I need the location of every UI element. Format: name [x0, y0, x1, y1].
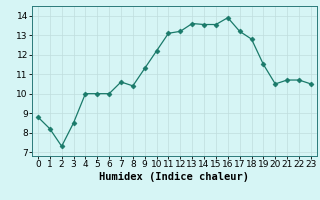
X-axis label: Humidex (Indice chaleur): Humidex (Indice chaleur) [100, 172, 249, 182]
